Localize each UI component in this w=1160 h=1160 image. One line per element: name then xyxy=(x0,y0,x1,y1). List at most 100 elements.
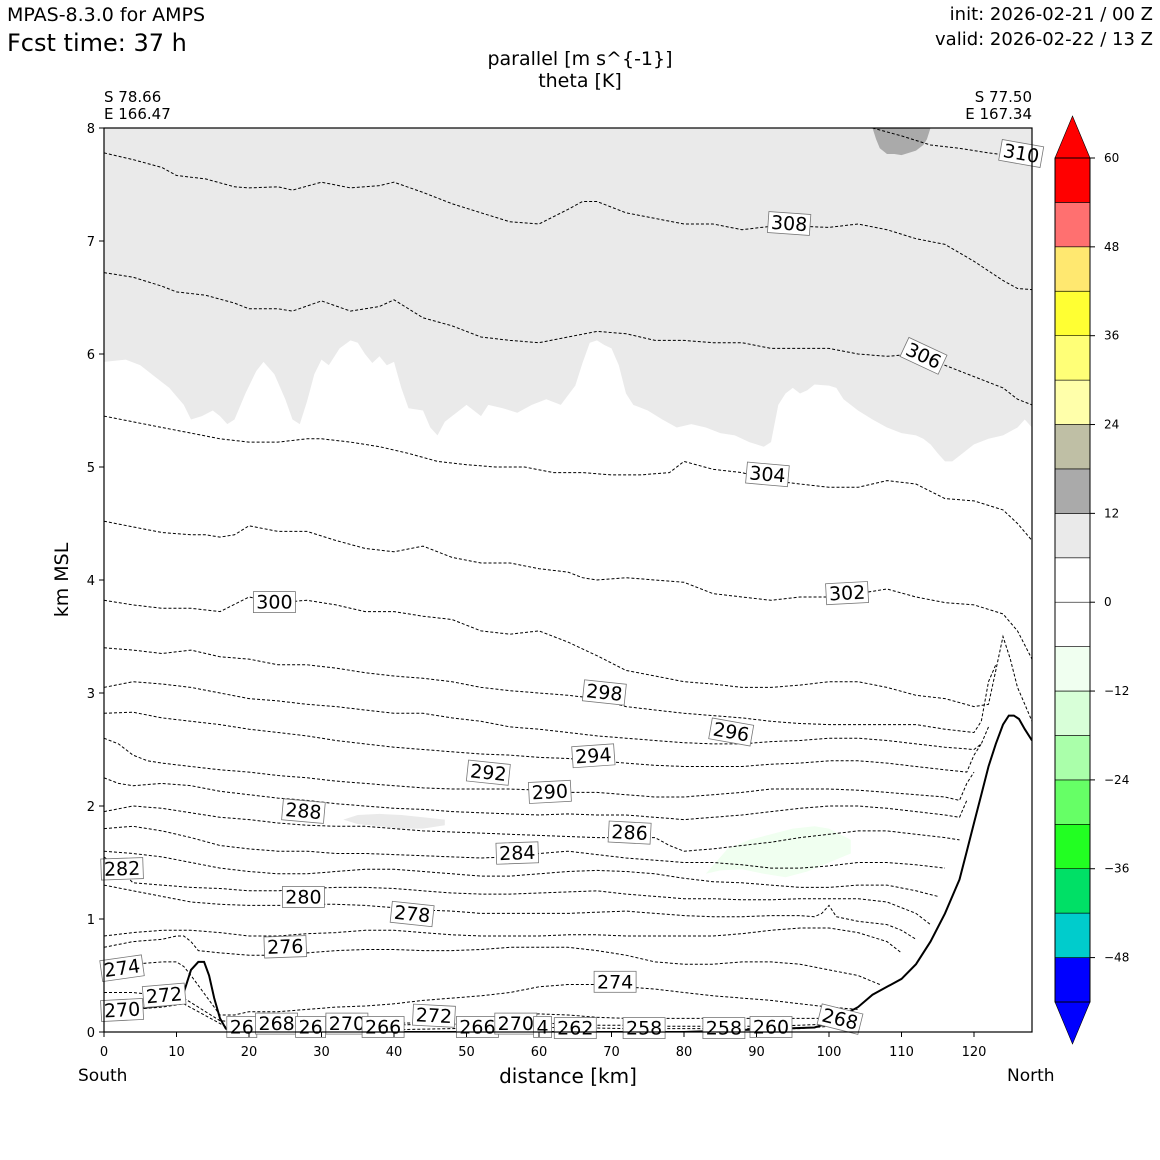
colorbar-segment xyxy=(1054,424,1091,470)
colorbar-segment xyxy=(1054,468,1091,514)
contour-label-text: 260 xyxy=(753,1017,789,1039)
contour-label-text: 284 xyxy=(499,842,536,865)
contour-label-272: 272 xyxy=(141,982,187,1009)
shade-top-12-18 xyxy=(872,128,931,156)
contour-label-text: 268 xyxy=(258,1013,294,1035)
contour-label-text: 278 xyxy=(393,902,431,928)
contour-label-text: 304 xyxy=(748,462,786,487)
x-tick-label: 40 xyxy=(386,1045,403,1060)
contour-label-text: 308 xyxy=(770,212,808,236)
south-label: South xyxy=(78,1066,128,1086)
colorbar-segment xyxy=(1054,157,1091,203)
y-tick-label: 1 xyxy=(87,913,95,928)
contour-label-text: 262 xyxy=(557,1018,593,1040)
contour-label-text: 280 xyxy=(285,887,321,909)
contour-label-text: 302 xyxy=(828,582,865,606)
colorbar-tick-label: 24 xyxy=(1104,418,1119,432)
contour-label-text: 4 xyxy=(537,1017,549,1039)
contour-label-text: 258 xyxy=(626,1018,662,1040)
x-tick-label: 30 xyxy=(313,1045,330,1060)
colorbar-tick-label: 36 xyxy=(1104,329,1119,343)
contour-label-text: 270 xyxy=(329,1013,365,1035)
colorbar-segment xyxy=(1054,379,1091,425)
contour-label-282: 282 xyxy=(100,857,144,881)
contour-label-box xyxy=(100,997,145,1023)
north-end-longitude: E 167.34 xyxy=(965,105,1032,123)
contour-label-box xyxy=(263,935,308,959)
valid-time: valid: 2026-02-22 / 13 Z xyxy=(935,29,1153,50)
contour-label-box xyxy=(767,211,812,236)
contour-label-box xyxy=(141,982,187,1009)
contour-label-text: 286 xyxy=(611,821,648,845)
contour-label-box xyxy=(553,1017,597,1039)
contour-label-box xyxy=(622,1017,666,1039)
theta-contour-310 xyxy=(872,128,1032,161)
south-end-latitude: S 78.66 xyxy=(104,88,162,106)
colorbar-segment xyxy=(1054,957,1091,1003)
contour-label-text: 290 xyxy=(531,780,568,804)
colorbar-segment xyxy=(1054,513,1091,559)
south-end-longitude: E 166.47 xyxy=(104,105,171,123)
wind-shading-layer xyxy=(104,128,1032,878)
y-tick-label: 0 xyxy=(87,1026,95,1041)
theta-contour-300 xyxy=(104,596,1032,722)
theta-contour-layer xyxy=(104,128,1032,1031)
contour-label-294: 294 xyxy=(571,743,616,769)
contour-label-298: 298 xyxy=(581,679,627,706)
contour-label-box xyxy=(708,717,755,747)
theta-contour-296 xyxy=(104,681,989,751)
contour-label-box xyxy=(571,743,616,769)
forecast-time: Fcst time: 37 h xyxy=(7,29,187,57)
contour-label-text: 276 xyxy=(267,936,304,959)
x-tick-label: 110 xyxy=(889,1045,914,1060)
contour-label-270: 270 xyxy=(100,997,145,1023)
contour-label-text: 294 xyxy=(575,744,613,768)
y-tick-label: 8 xyxy=(87,122,95,137)
x-tick-label: 10 xyxy=(168,1045,185,1060)
theta-contour-286 xyxy=(104,825,946,869)
contour-label-270: 270 xyxy=(494,1012,538,1035)
contour-label-box xyxy=(281,886,325,908)
theta-contour-282 xyxy=(104,856,931,925)
colorbar-segment xyxy=(1054,202,1091,248)
contour-label-box xyxy=(745,461,790,488)
contour-label-text: 298 xyxy=(585,680,623,706)
contour-label-262: 262 xyxy=(553,1017,597,1040)
contour-label-box xyxy=(281,798,326,824)
contour-label-text: 288 xyxy=(284,799,322,824)
x-tick-label: 70 xyxy=(603,1045,620,1060)
contour-label-text: 26 xyxy=(299,1017,323,1039)
colorbar-segment xyxy=(1054,779,1091,825)
colorbar-under-arrow xyxy=(1054,1001,1091,1045)
x-tick-label: 20 xyxy=(241,1045,258,1060)
contour-label-text: 26 xyxy=(230,1017,254,1039)
shade-patch-6-12 xyxy=(343,813,445,829)
colorbar-tick-label: 12 xyxy=(1104,506,1119,520)
colorbar-tick-label: 60 xyxy=(1104,151,1119,165)
contour-label-box xyxy=(825,581,870,606)
contour-label-box xyxy=(411,1003,456,1028)
contour-label-text: 266 xyxy=(365,1017,401,1039)
theta-contour-302 xyxy=(104,520,1032,660)
contour-label-box xyxy=(899,336,948,375)
x-tick-label: 80 xyxy=(676,1045,693,1060)
theta-contour-298 xyxy=(104,647,997,734)
contour-label-box xyxy=(581,679,627,706)
contour-label-266: 266 xyxy=(361,1016,405,1039)
terrain-line xyxy=(104,714,1032,1032)
colorbar-tick-label: −48 xyxy=(1104,951,1129,965)
contour-label-286: 286 xyxy=(607,820,652,845)
theta-contour-288 xyxy=(104,805,960,852)
y-tick-label: 2 xyxy=(87,800,95,815)
x-tick-label: 0 xyxy=(100,1045,108,1060)
contour-label-text: 274 xyxy=(597,971,633,993)
contour-label-text: 282 xyxy=(104,858,141,881)
y-tick-label: 5 xyxy=(87,461,95,476)
contour-label-text: 270 xyxy=(103,999,140,1023)
contour-label-text: 272 xyxy=(415,1004,452,1028)
x-tick-label: 50 xyxy=(458,1045,475,1060)
contour-label-box xyxy=(495,841,540,865)
theta-contour-278 xyxy=(104,927,902,954)
contour-label-278: 278 xyxy=(389,900,435,928)
